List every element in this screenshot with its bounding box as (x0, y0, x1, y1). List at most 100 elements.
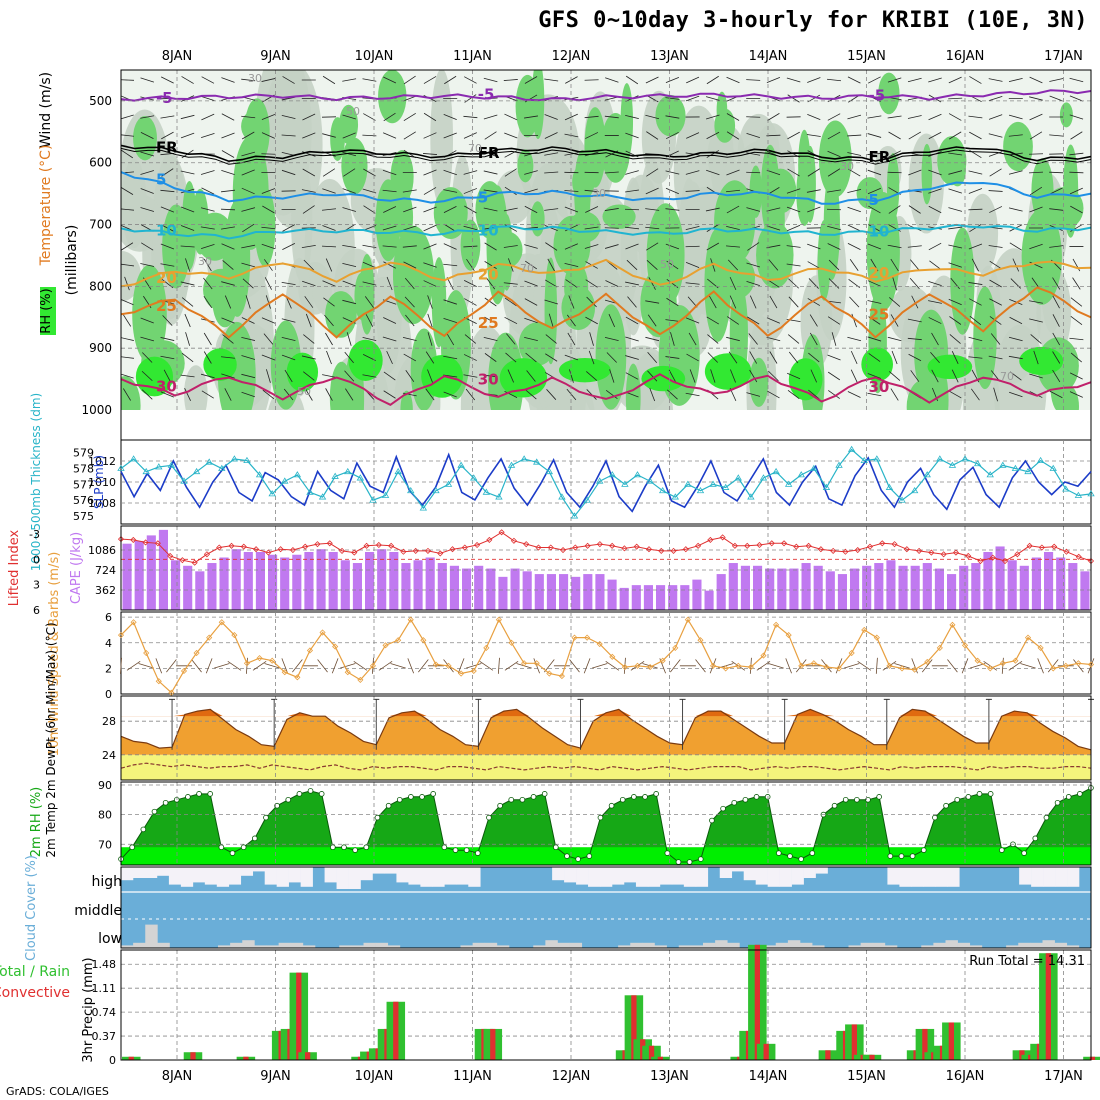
wind-barb (261, 188, 276, 194)
thickness-point (167, 461, 176, 468)
wind-barb (261, 78, 276, 82)
rh-bright-area (286, 352, 319, 392)
thickness-point (331, 472, 339, 479)
wind-barb (544, 171, 559, 174)
rh-green-area (1058, 385, 1079, 410)
wind-barb (827, 168, 841, 177)
wind-barb (625, 189, 639, 193)
wind-barb (850, 369, 858, 383)
wind-barb (463, 188, 478, 194)
wind-barb (1029, 318, 1043, 323)
thickness-point (419, 504, 428, 511)
surface-wind-barb (875, 657, 878, 674)
rh2m-point (463, 847, 470, 853)
wind-barb (201, 76, 215, 84)
wind-barb (604, 115, 619, 119)
wind-barb (867, 133, 882, 138)
rh2m-point (909, 853, 916, 859)
rh2m-point (352, 847, 358, 853)
wind-barb (928, 205, 942, 214)
thickness-point (797, 471, 805, 478)
wind-barb (484, 353, 497, 362)
high-cloud-gap (396, 867, 409, 883)
wind-barb (544, 152, 559, 156)
wind-barb (185, 258, 191, 272)
wind-speed-point (281, 669, 288, 676)
wind-speed-point (785, 631, 792, 639)
wind-barb (403, 95, 417, 102)
wind-barb (160, 355, 175, 360)
rh-bright-area (788, 358, 823, 401)
low-cloud-bar (230, 942, 243, 948)
cape-bar (377, 549, 387, 610)
rh-bright-area (203, 348, 237, 381)
rh-green-area (224, 199, 251, 317)
thickness-point (999, 461, 1007, 468)
low-cloud-bar (460, 945, 473, 948)
wind-speed-point (835, 665, 843, 672)
thickness-point (621, 480, 629, 487)
wind-barb (847, 206, 861, 213)
day-label-bottom: 8JAN (162, 1069, 193, 1084)
rh2m-point (642, 794, 648, 800)
cape-bar (643, 585, 653, 610)
rh2m-point (809, 850, 816, 856)
rh2m-point (396, 796, 403, 803)
pressure-tick-label: 800 (89, 279, 112, 293)
wind-barb (281, 354, 296, 361)
high-cloud-gap (240, 867, 254, 876)
wind-speed-point (621, 664, 628, 671)
high-cloud-gap (444, 867, 457, 885)
thickness-point (394, 467, 402, 475)
thickness-point (318, 493, 327, 500)
isotherm-line (121, 286, 1091, 339)
wind-barb (544, 225, 558, 231)
wind-barb (443, 318, 457, 323)
wind-barb (304, 296, 314, 308)
wind-speed-point (1012, 657, 1019, 664)
wind-barb (867, 169, 882, 176)
wind-barb (180, 206, 195, 213)
wind-barb (948, 170, 963, 175)
wind-barb (464, 76, 477, 84)
precip-panel: 0 0.37 0.74 1.11 1.48 Run Total = 14.31 3hr Pr… (0, 944, 1100, 1067)
low-cloud-bar (351, 945, 364, 948)
wind-speed-point (798, 662, 805, 669)
wind-barb (362, 336, 377, 342)
wind-barb (201, 390, 214, 399)
wind-barb (808, 352, 820, 363)
wind-barb (524, 94, 538, 103)
wind-barb (746, 262, 761, 268)
wind-barb (140, 132, 154, 139)
wind-barb (302, 280, 316, 287)
wind-barb (968, 115, 983, 119)
rh2m-axis-label: 2m RH (%) (29, 787, 44, 858)
wind-barb (1049, 134, 1064, 137)
wind-barb (746, 132, 760, 139)
wind-barb (850, 350, 858, 365)
rh-green-area (937, 136, 967, 186)
wind-barb (281, 114, 296, 120)
low-cloud-bar (545, 940, 558, 948)
wind-barb (568, 369, 574, 383)
wind-barb (685, 190, 700, 192)
lifted-index-point (191, 559, 198, 566)
wind-speed-point (344, 669, 351, 676)
rh-bright-area (348, 339, 383, 382)
wind-barb (423, 243, 437, 250)
wind-barb (867, 76, 881, 84)
surface-wind-barb (353, 660, 368, 671)
high-cloud-gap (324, 867, 337, 883)
wind-barb (907, 115, 922, 119)
wind-barb (1009, 316, 1023, 325)
wind-barb (524, 317, 538, 324)
wind-barb (648, 277, 656, 290)
wind-barb (868, 205, 881, 214)
isotherm-label: 10 (869, 223, 890, 241)
isotherm-label: 30 (156, 377, 177, 395)
wind-barb (261, 114, 276, 120)
wind-barb (787, 131, 800, 140)
surface-wind-barb (155, 658, 163, 674)
wind-barb (768, 259, 779, 271)
